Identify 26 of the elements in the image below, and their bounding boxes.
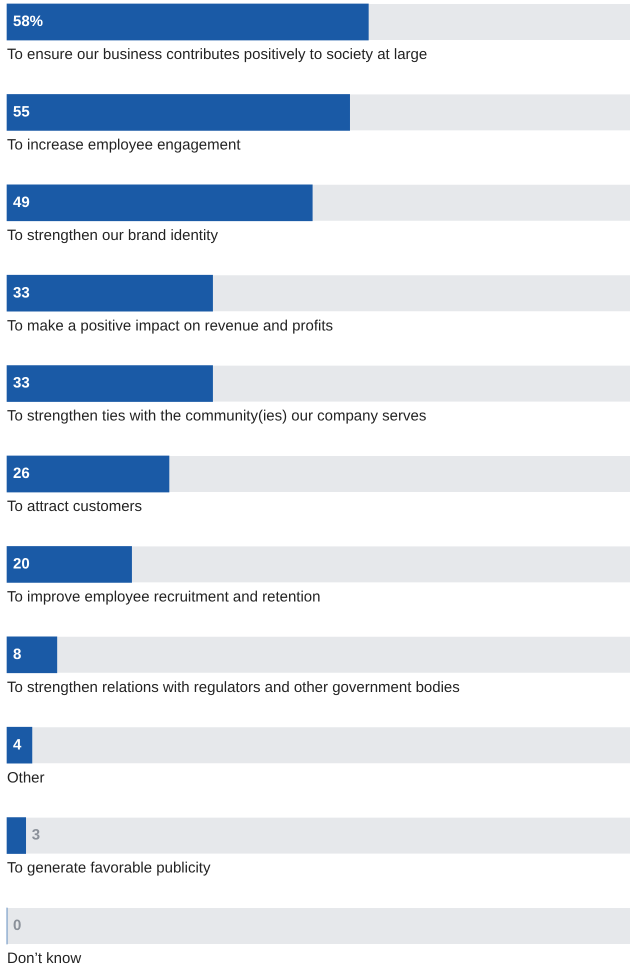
data-label: 55 [13, 104, 30, 121]
data-label: 58% [13, 13, 44, 30]
data-label: 3 [32, 826, 40, 844]
y-tick-label: To increase employee engagement [7, 136, 242, 154]
data-label: 0 [13, 917, 22, 934]
data-label: 33 [13, 284, 30, 302]
y-tick-label: To attract customers [7, 498, 142, 516]
bar [6, 726, 32, 764]
data-label: 4 [13, 736, 22, 754]
y-tick-label: To strengthen our brand identity [7, 226, 218, 244]
y-tick-label: To ensure our business contributes positively to society at large [7, 46, 428, 64]
bar [6, 546, 132, 583]
data-label: 8 [13, 646, 22, 663]
data-label: 20 [13, 556, 30, 573]
y-tick-label: To strengthen ties with the community(ies) our company serves [7, 408, 426, 425]
y-tick-label: Other [7, 769, 45, 786]
data-label: 26 [13, 465, 30, 482]
y-tick-label: To make a positive impact on revenue and profits [7, 317, 334, 334]
y-tick-label: Don’t know [7, 950, 82, 968]
y-tick-label: To improve employee recruitment and retention [7, 588, 320, 606]
data-label: 49 [13, 194, 30, 211]
y-tick-label: To strengthen relations with regulators and other government bodies [7, 678, 460, 696]
data-label: 33 [13, 374, 30, 392]
y-tick-label: To generate favorable publicity [7, 860, 211, 877]
bar [6, 636, 58, 674]
bar [6, 817, 26, 854]
